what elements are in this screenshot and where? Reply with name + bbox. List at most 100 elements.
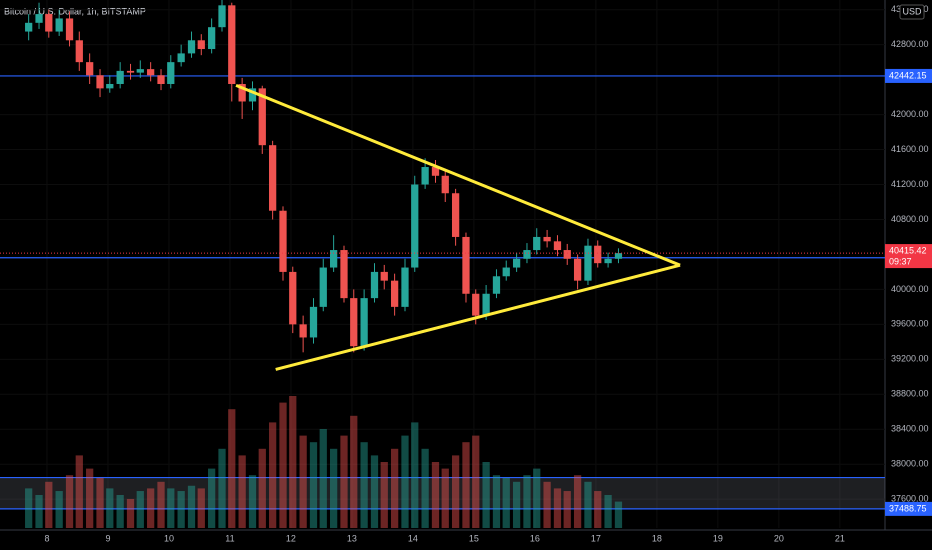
x-tick-label: 8 bbox=[44, 533, 49, 543]
candle-body bbox=[25, 22, 33, 32]
volume-bar bbox=[35, 495, 43, 528]
candle-body bbox=[584, 245, 592, 281]
candle-body bbox=[431, 167, 440, 176]
volume-bar bbox=[512, 481, 521, 528]
candle-body bbox=[370, 271, 379, 299]
volume-bar bbox=[25, 488, 33, 528]
volume-bar bbox=[86, 468, 94, 528]
candle-body bbox=[451, 193, 460, 237]
x-tick-label: 12 bbox=[286, 533, 296, 543]
y-tick-label: 41600.00 bbox=[891, 144, 929, 154]
candle-body bbox=[492, 276, 501, 294]
x-tick-label: 19 bbox=[713, 533, 723, 543]
volume-bar bbox=[197, 488, 205, 528]
candle-body bbox=[248, 88, 257, 102]
x-tick-label: 18 bbox=[652, 533, 662, 543]
candle-body bbox=[258, 88, 266, 146]
y-tick-label: 42800.00 bbox=[891, 39, 929, 49]
volume-bar bbox=[614, 501, 623, 528]
candle-body bbox=[86, 62, 94, 76]
volume-bar bbox=[380, 462, 388, 528]
x-tick-label: 9 bbox=[105, 533, 110, 543]
volume-bar bbox=[65, 475, 74, 528]
y-tick-label: 38400.00 bbox=[891, 424, 929, 434]
y-tick-label: 41200.00 bbox=[891, 179, 929, 189]
x-tick-label: 16 bbox=[530, 533, 540, 543]
candle-body bbox=[360, 298, 368, 347]
trendline bbox=[235, 84, 681, 267]
candle-body bbox=[65, 18, 74, 41]
candle-body bbox=[604, 258, 612, 264]
y-tick-label: 39200.00 bbox=[891, 354, 929, 364]
volume-bar bbox=[553, 488, 562, 528]
volume-bar bbox=[187, 485, 196, 528]
candle-body bbox=[126, 70, 135, 73]
y-tick-label: 40800.00 bbox=[891, 214, 929, 224]
volume-bar bbox=[299, 435, 307, 528]
volume-bar bbox=[543, 481, 551, 528]
candle-body bbox=[441, 175, 449, 194]
x-tick-label: 17 bbox=[591, 533, 601, 543]
volume-bar bbox=[106, 488, 114, 528]
volume-bar bbox=[594, 491, 602, 528]
candle-body bbox=[279, 210, 287, 272]
volume-bar bbox=[228, 409, 236, 528]
volume-bar bbox=[167, 488, 175, 528]
chart-title: Bitcoin / U.S. Dollar, 1h, BITSTAMP bbox=[4, 6, 146, 16]
volume-bar bbox=[411, 422, 419, 528]
volume-bar bbox=[370, 455, 379, 528]
volume-bar bbox=[147, 488, 155, 528]
candle-body bbox=[390, 280, 399, 307]
candle-body bbox=[177, 53, 185, 63]
volume-bar bbox=[533, 468, 541, 528]
candle-body bbox=[380, 271, 388, 281]
candle-body bbox=[563, 250, 571, 259]
candle-body bbox=[340, 250, 348, 299]
candle-body bbox=[573, 258, 582, 281]
level-label-bg bbox=[885, 68, 932, 83]
candle-body bbox=[208, 27, 216, 50]
candle-body bbox=[523, 250, 531, 259]
volume-bar bbox=[55, 491, 63, 528]
volume-bar bbox=[248, 475, 257, 528]
x-tick-label: 14 bbox=[408, 533, 418, 543]
candle-body bbox=[167, 62, 175, 84]
candle-body bbox=[512, 258, 521, 268]
volume-bar bbox=[573, 475, 582, 528]
x-tick-label: 13 bbox=[347, 533, 357, 543]
volume-bar bbox=[390, 448, 399, 528]
y-tick-label: 42000.00 bbox=[891, 109, 929, 119]
y-tick-label: 40000.00 bbox=[891, 284, 929, 294]
volume-bar bbox=[421, 448, 429, 528]
volume-bar bbox=[309, 442, 318, 528]
range-label-bg bbox=[885, 501, 932, 516]
candle-body bbox=[502, 267, 510, 277]
y-tick-label: 39600.00 bbox=[891, 319, 929, 329]
y-tick-label: 38000.00 bbox=[891, 459, 929, 469]
candle-body bbox=[411, 184, 419, 268]
y-tick-label: 38800.00 bbox=[891, 389, 929, 399]
x-tick-label: 10 bbox=[164, 533, 174, 543]
volume-bar bbox=[329, 448, 338, 528]
volume-bar bbox=[462, 442, 470, 528]
volume-bar bbox=[96, 477, 104, 528]
currency: USD bbox=[902, 6, 922, 16]
x-tick-label: 15 bbox=[469, 533, 479, 543]
candle-body bbox=[289, 271, 297, 325]
candle-body bbox=[299, 324, 307, 338]
level-label: 42442.15 bbox=[889, 70, 927, 80]
candle-body bbox=[309, 306, 318, 338]
candle-body bbox=[533, 236, 541, 251]
candle-body bbox=[106, 83, 114, 89]
candle-body bbox=[421, 167, 429, 185]
volume-bar bbox=[45, 481, 53, 528]
volume-bar bbox=[177, 491, 185, 528]
candle-body bbox=[218, 5, 226, 28]
volume-bar bbox=[523, 475, 531, 528]
volume-bar bbox=[502, 477, 510, 528]
candle-body bbox=[319, 267, 327, 307]
volume-bar bbox=[269, 422, 277, 528]
candle-body bbox=[594, 245, 602, 264]
x-tick-label: 21 bbox=[835, 533, 845, 543]
candle-body bbox=[401, 267, 409, 307]
